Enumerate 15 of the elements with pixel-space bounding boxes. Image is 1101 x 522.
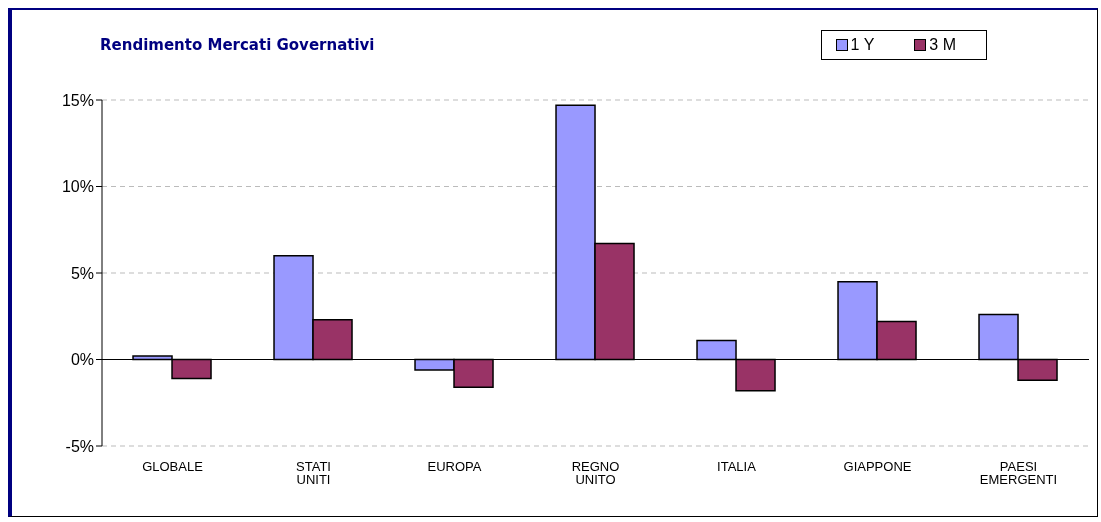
legend-label: 1 Y <box>850 36 875 54</box>
chart-title: Rendimento Mercati Governativi <box>100 36 375 54</box>
x-tick-label: EUROPA <box>427 459 482 475</box>
y-tick-label: 5% <box>70 264 94 282</box>
y-tick-label: 0% <box>70 351 94 369</box>
x-tick-label: ITALIA <box>717 459 757 475</box>
x-tick-label: GLOBALE <box>142 459 204 475</box>
y-tick-label: 10% <box>61 178 94 196</box>
y-tick-label: -5% <box>65 437 94 455</box>
x-tick-label: GIAPPONE <box>843 459 912 475</box>
y-tick-label: 15% <box>61 91 94 109</box>
x-tick-label: REGNO UNITO <box>571 459 620 488</box>
x-tick-label: STATI UNITI <box>296 459 331 488</box>
x-tick-label: PAESI EMERGENTI <box>979 459 1058 488</box>
legend-label: 3 M <box>929 36 956 54</box>
